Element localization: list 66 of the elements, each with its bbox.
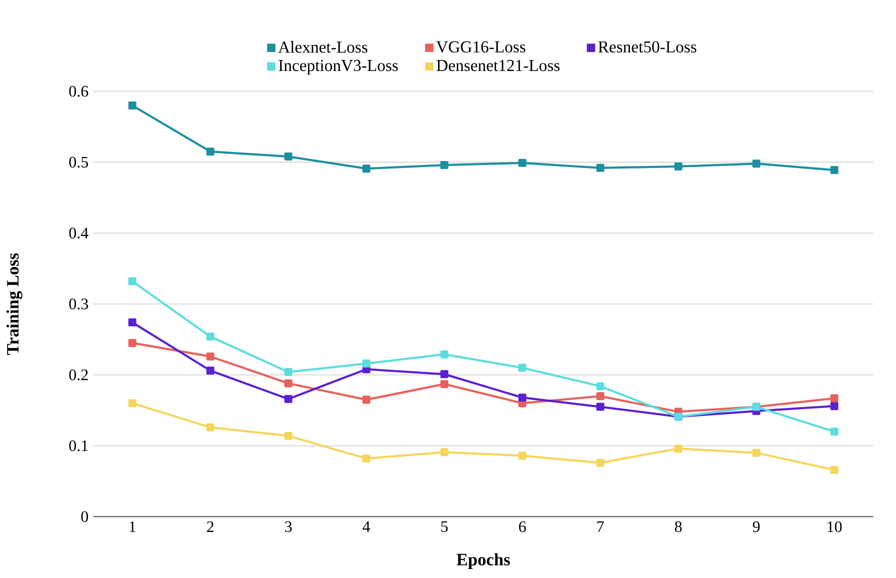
y-tick-label: 0.4 [69, 228, 88, 239]
x-tick-label: 8 [674, 521, 682, 532]
point [206, 352, 214, 360]
point [596, 402, 604, 411]
point [206, 423, 214, 432]
point [830, 166, 838, 174]
point [440, 370, 448, 378]
point [284, 368, 292, 376]
point [128, 399, 136, 408]
point [206, 366, 214, 375]
point [128, 277, 136, 286]
point [284, 152, 292, 161]
legend-label: Alexnet-Loss [278, 41, 368, 53]
legend-label: Densenet121-Loss [436, 60, 560, 72]
legend-label: VGG16-Loss [436, 41, 526, 53]
x-axis-title: Epochs [456, 553, 510, 569]
x-tick-label: 6 [519, 521, 526, 532]
point [362, 454, 370, 463]
x-tick-label: 4 [362, 521, 370, 532]
x-tick-label: 2 [207, 521, 214, 532]
point [830, 394, 838, 402]
point [674, 162, 682, 170]
point [440, 380, 448, 388]
point [830, 466, 838, 474]
x-tick-label: 3 [285, 521, 292, 532]
point [830, 428, 838, 436]
x-tick-label: 7 [597, 521, 604, 532]
point [596, 392, 604, 400]
point [440, 161, 448, 170]
point [284, 394, 292, 403]
point [674, 444, 682, 453]
x-tick-label: 10 [828, 521, 842, 532]
legend-label: Resnet50-Loss [598, 41, 696, 53]
point [752, 160, 760, 168]
point [830, 402, 838, 410]
point [362, 164, 370, 173]
y-tick-label: 0 [81, 511, 88, 522]
point [518, 158, 526, 167]
y-tick-label: 0.6 [69, 86, 88, 97]
y-axis-title: Training Loss [6, 253, 22, 355]
x-tick-label: 9 [752, 521, 760, 532]
y-tick-label: 0.2 [69, 369, 88, 380]
point [362, 396, 370, 404]
point [128, 338, 136, 347]
point [596, 164, 604, 172]
point [206, 148, 214, 156]
point [518, 364, 526, 372]
legend-label: InceptionV3-Loss [278, 60, 398, 75]
point [440, 350, 448, 358]
point [518, 452, 526, 460]
point [752, 448, 760, 457]
point [128, 102, 136, 110]
point [206, 332, 214, 341]
x-tick-label: 1 [130, 521, 136, 532]
point [362, 360, 370, 368]
point [128, 318, 136, 326]
point [596, 382, 604, 390]
y-tick-label: 0.5 [69, 156, 88, 168]
point [518, 394, 526, 402]
y-tick-label: 0.3 [69, 298, 88, 310]
point [284, 379, 292, 388]
x-tick-label: 5 [441, 521, 448, 532]
y-tick-label: 0.1 [69, 440, 88, 452]
point [284, 432, 292, 440]
point [440, 448, 448, 456]
point [596, 458, 604, 467]
